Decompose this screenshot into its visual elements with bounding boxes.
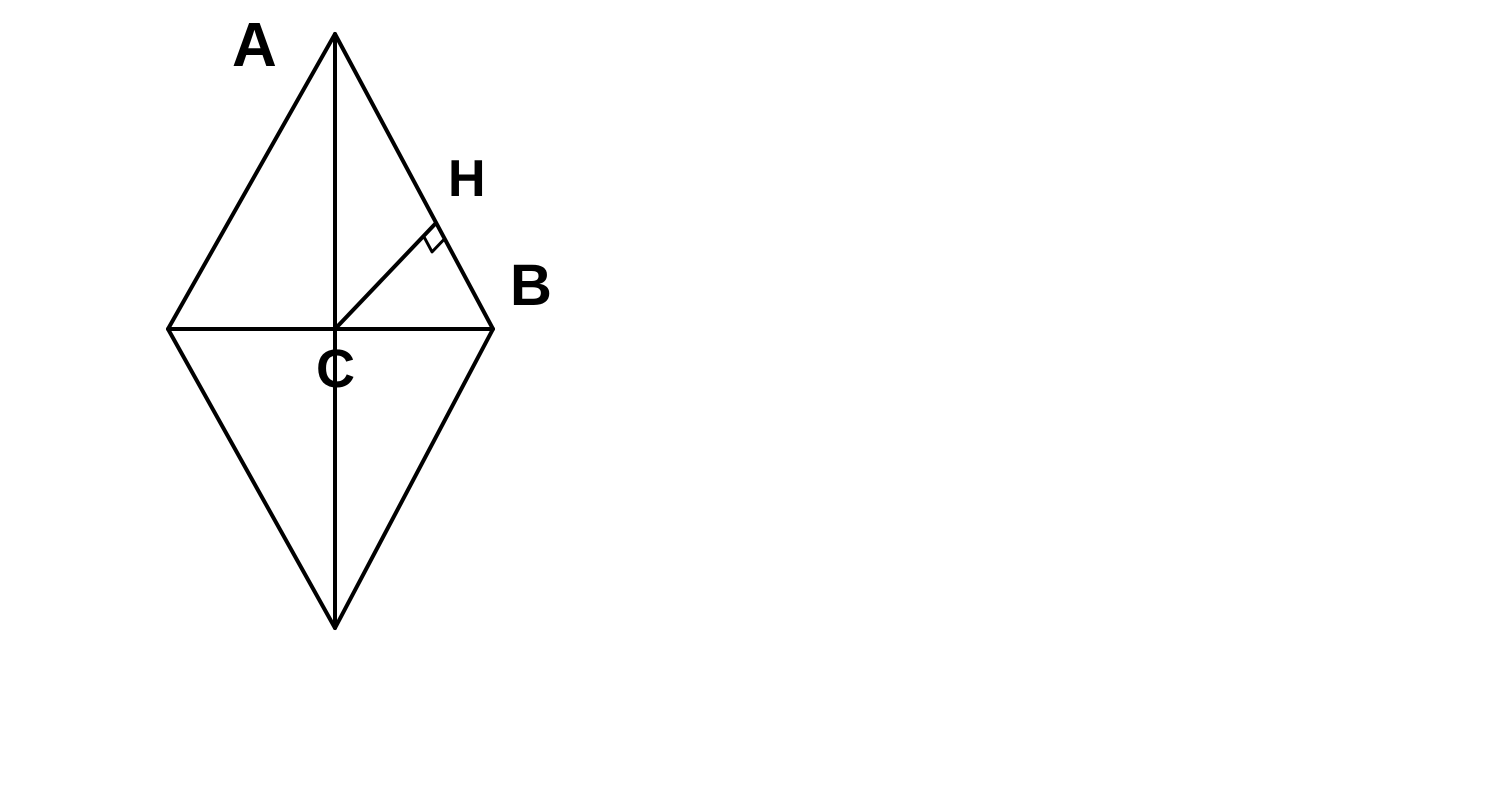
- rhombus-diagram: [0, 0, 1504, 811]
- vertex-label-A: A: [232, 10, 277, 81]
- center-label-C: C: [316, 338, 355, 400]
- point-label-H: H: [448, 149, 486, 209]
- vertex-label-B: B: [510, 252, 552, 319]
